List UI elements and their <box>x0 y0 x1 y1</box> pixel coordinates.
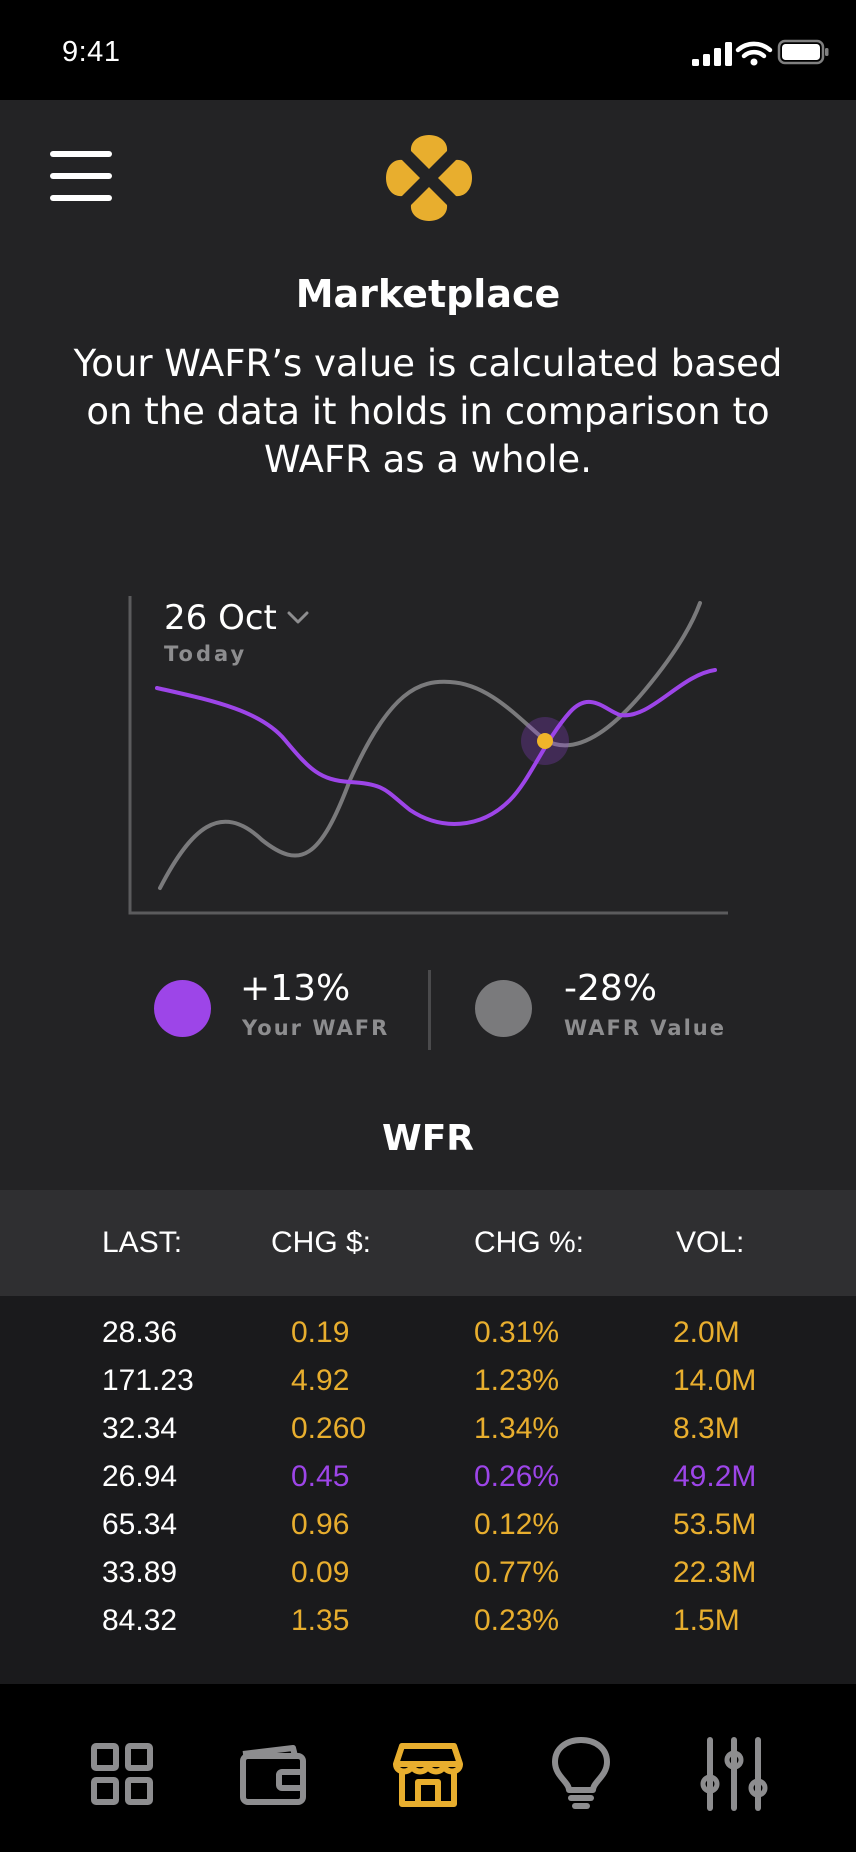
chart-axes <box>128 596 728 915</box>
page-title: Marketplace <box>295 272 561 316</box>
legend-dot-your-wafr <box>154 980 211 1037</box>
cell-pct: 0.31% <box>474 1316 560 1349</box>
menu-button[interactable] <box>48 148 114 204</box>
cell-pct: 0.12% <box>474 1508 560 1541</box>
table-row[interactable]: 32.34 0.260 1.34% 8.3M <box>0 1412 856 1460</box>
nav-store[interactable] <box>388 1734 468 1814</box>
page-description: Your WAFR’s value is calculated based on… <box>73 342 783 481</box>
status-time: 9:41 <box>62 36 121 68</box>
cell-pct: 1.34% <box>474 1412 560 1445</box>
nav-dashboard[interactable] <box>82 1734 162 1814</box>
table-header: LAST: CHG $: CHG %: VOL: <box>0 1190 856 1296</box>
nav-wallet[interactable] <box>233 1734 313 1814</box>
legend-label-wafr-value: WAFR Value <box>564 1016 726 1040</box>
cell-vol: 53.5M <box>673 1508 757 1541</box>
cell-pct: 0.26% <box>474 1460 560 1493</box>
cell-pct: 1.23% <box>474 1364 560 1397</box>
column-header-chg-dollar: CHG $: <box>271 1226 372 1259</box>
cell-chg: 0.260 <box>291 1412 367 1445</box>
bottom-nav <box>0 1684 856 1852</box>
cell-vol: 14.0M <box>673 1364 757 1397</box>
series-line-wafr-value <box>158 601 702 890</box>
table-row[interactable]: 26.94 0.45 0.26% 49.2M <box>0 1460 856 1508</box>
cell-chg: 0.09 <box>291 1556 350 1589</box>
status-icons <box>692 39 829 66</box>
menu-bar <box>50 151 112 157</box>
cell-last: 26.94 <box>102 1460 178 1493</box>
cell-vol: 49.2M <box>673 1460 757 1493</box>
cell-last: 171.23 <box>102 1364 194 1397</box>
cell-pct: 0.77% <box>474 1556 560 1589</box>
nav-settings[interactable] <box>694 1734 774 1814</box>
table-row[interactable]: 84.32 1.35 0.23% 1.5M <box>0 1604 856 1652</box>
cellular-signal-icon <box>692 42 732 66</box>
legend-value-wafr-value: -28% <box>564 968 658 1009</box>
cell-pct: 0.23% <box>474 1604 560 1637</box>
series-line-your-wafr <box>155 668 717 826</box>
legend-dot-wafr-value <box>475 980 532 1037</box>
date-selector-label: 26 Oct <box>164 598 277 638</box>
value-chart <box>128 596 728 915</box>
legend-divider <box>428 970 431 1050</box>
table-row[interactable]: 33.89 0.09 0.77% 22.3M <box>0 1556 856 1604</box>
cell-chg: 1.35 <box>291 1604 350 1637</box>
highlight-point <box>537 733 553 749</box>
cell-last: 28.36 <box>102 1316 178 1349</box>
cell-vol: 1.5M <box>673 1604 740 1637</box>
legend-value-your-wafr: +13% <box>240 968 351 1009</box>
table-row[interactable]: 65.34 0.96 0.12% 53.5M <box>0 1508 856 1556</box>
menu-bar <box>50 173 112 179</box>
status-bar: 9:41 <box>0 0 856 100</box>
settings-sliders-icon <box>700 1737 768 1811</box>
date-selector[interactable]: 26 Oct <box>164 596 309 640</box>
table-row[interactable]: 28.36 0.19 0.31% 2.0M <box>0 1316 856 1364</box>
cell-vol: 2.0M <box>673 1316 740 1349</box>
table-row[interactable]: 171.23 4.92 1.23% 14.0M <box>0 1364 856 1412</box>
dashboard-icon <box>91 1743 153 1805</box>
cell-last: 65.34 <box>102 1508 178 1541</box>
cell-vol: 22.3M <box>673 1556 757 1589</box>
table-body: 28.36 0.19 0.31% 2.0M 171.23 4.92 1.23% … <box>0 1296 856 1684</box>
cell-last: 32.34 <box>102 1412 178 1445</box>
menu-bar <box>50 195 112 201</box>
wallet-icon <box>240 1745 306 1805</box>
cell-chg: 0.19 <box>291 1316 350 1349</box>
wifi-icon <box>735 41 773 66</box>
logo-icon <box>386 135 472 221</box>
date-sub-label: Today <box>164 642 248 666</box>
cell-vol: 8.3M <box>673 1412 740 1445</box>
nav-ideas[interactable] <box>541 1734 621 1814</box>
cell-chg: 0.96 <box>291 1508 350 1541</box>
column-header-last: LAST: <box>102 1226 183 1259</box>
cell-chg: 0.45 <box>291 1460 350 1493</box>
chevron-down-icon <box>287 611 309 624</box>
lightbulb-icon <box>552 1737 610 1809</box>
column-header-chg-percent: CHG %: <box>474 1226 585 1259</box>
cell-last: 84.32 <box>102 1604 178 1637</box>
cell-last: 33.89 <box>102 1556 178 1589</box>
store-icon <box>393 1743 463 1807</box>
column-header-vol: VOL: <box>676 1226 745 1259</box>
battery-icon <box>777 39 829 65</box>
cell-chg: 4.92 <box>291 1364 350 1397</box>
table-title: WFR <box>381 1118 475 1159</box>
legend-label-your-wafr: Your WAFR <box>242 1016 390 1040</box>
